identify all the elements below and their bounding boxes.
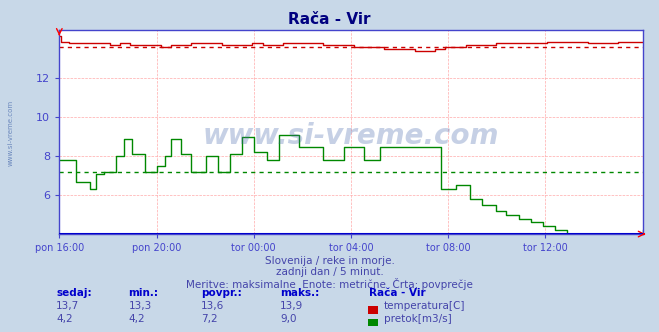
Text: 13,9: 13,9: [280, 301, 303, 311]
Text: 4,2: 4,2: [129, 314, 145, 324]
Text: pretok[m3/s]: pretok[m3/s]: [384, 314, 451, 324]
Text: Rača - Vir: Rača - Vir: [288, 12, 371, 27]
Text: sedaj:: sedaj:: [56, 288, 92, 298]
Text: Slovenija / reke in morje.: Slovenija / reke in morje.: [264, 256, 395, 266]
Text: maks.:: maks.:: [280, 288, 320, 298]
Text: temperatura[C]: temperatura[C]: [384, 301, 465, 311]
Text: 7,2: 7,2: [201, 314, 217, 324]
Text: 13,6: 13,6: [201, 301, 224, 311]
Text: 9,0: 9,0: [280, 314, 297, 324]
Text: 13,3: 13,3: [129, 301, 152, 311]
Text: www.si-vreme.com: www.si-vreme.com: [7, 100, 14, 166]
Text: min.:: min.:: [129, 288, 159, 298]
Text: Meritve: maksimalne  Enote: metrične  Črta: povprečje: Meritve: maksimalne Enote: metrične Črta…: [186, 278, 473, 290]
Text: 13,7: 13,7: [56, 301, 79, 311]
Text: 4,2: 4,2: [56, 314, 72, 324]
Text: Rača - Vir: Rača - Vir: [369, 288, 426, 298]
Text: www.si-vreme.com: www.si-vreme.com: [203, 122, 499, 150]
Text: povpr.:: povpr.:: [201, 288, 242, 298]
Text: zadnji dan / 5 minut.: zadnji dan / 5 minut.: [275, 267, 384, 277]
